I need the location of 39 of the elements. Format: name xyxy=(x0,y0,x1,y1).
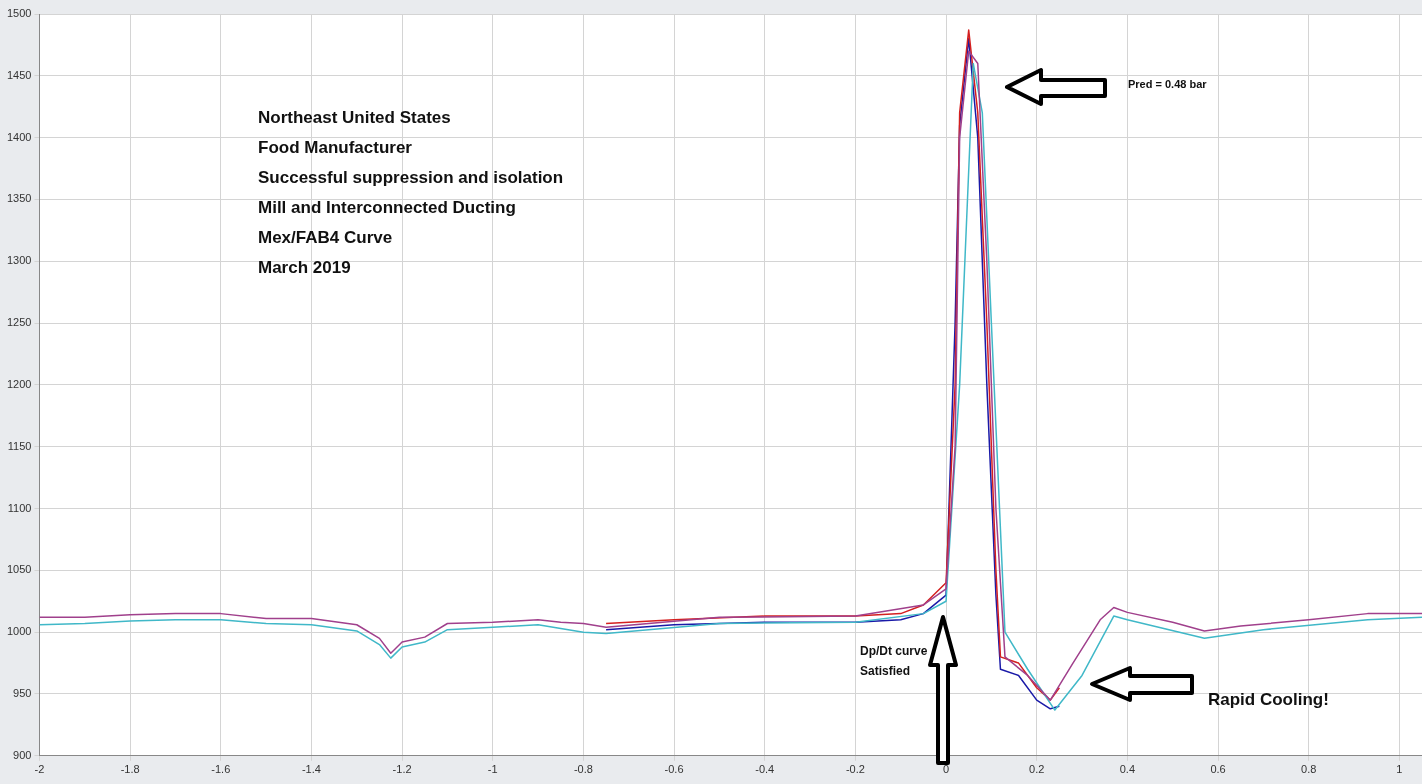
x-tick-label: -1.2 xyxy=(392,763,412,776)
y-tick-label: 1350 xyxy=(6,192,32,205)
y-tick-label: 1050 xyxy=(6,563,32,576)
annotation: March 2019 xyxy=(258,258,351,278)
y-tick-label: 1400 xyxy=(6,130,32,143)
annotation: Satisfied xyxy=(860,664,911,678)
x-tick-label: -1.6 xyxy=(211,763,231,776)
x-tick-label: -0.8 xyxy=(573,763,593,776)
x-tick-label: -1 xyxy=(487,763,498,776)
x-tick-label: 0 xyxy=(942,763,950,776)
annotation: Successful suppression and isolation xyxy=(258,168,564,188)
y-tick-label: 1300 xyxy=(6,254,32,267)
y-tick-label: 1450 xyxy=(6,68,32,81)
x-tick-label: 0.2 xyxy=(1029,763,1045,776)
y-tick-label: 950 xyxy=(13,687,32,700)
annotation: Dp/Dt curve xyxy=(860,644,928,658)
annotation: Pred = 0.48 bar xyxy=(1128,78,1207,90)
y-tick-label: 1000 xyxy=(6,625,32,638)
y-tick-label: 900 xyxy=(13,748,32,761)
y-tick-label: 1150 xyxy=(7,439,32,452)
x-tick-label: -0.6 xyxy=(664,763,684,776)
x-tick-label: -0.4 xyxy=(755,763,775,776)
annotation: Food Manufacturer xyxy=(258,138,412,158)
y-tick-label: 1200 xyxy=(6,377,32,390)
x-tick-label: -1.8 xyxy=(120,763,140,776)
x-tick-label: -2 xyxy=(34,763,45,776)
y-tick-label: 1100 xyxy=(7,501,32,514)
x-tick-label: 0.4 xyxy=(1119,763,1136,776)
annotation: Mex/FAB4 Curve xyxy=(258,228,393,248)
x-tick-label: 0.8 xyxy=(1301,763,1317,776)
annotation: Mill and Interconnected Ducting xyxy=(258,198,516,218)
annotation: Northeast United States xyxy=(258,108,451,128)
x-tick-label: -1.4 xyxy=(301,763,321,776)
annotation: Rapid Cooling! xyxy=(1208,690,1329,710)
y-tick-label: 1500 xyxy=(6,7,32,20)
y-tick-label: 1250 xyxy=(6,316,32,329)
x-tick-label: -0.2 xyxy=(845,763,865,776)
x-tick-label: 0.6 xyxy=(1210,763,1226,776)
x-tick-label: 1 xyxy=(1396,763,1403,776)
